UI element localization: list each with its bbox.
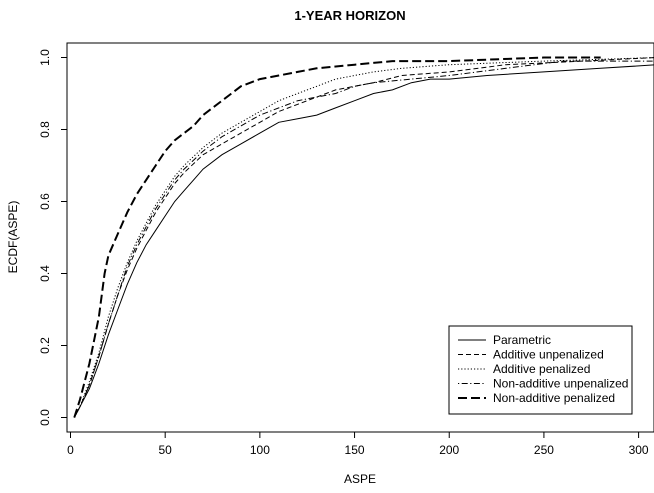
x-tick-label: 100 xyxy=(250,443,270,457)
legend-label: Non-additive penalized xyxy=(493,391,615,405)
x-tick-label: 300 xyxy=(629,443,649,457)
legend-label: Additive penalized xyxy=(493,362,590,376)
series-line-non-additive-penalized xyxy=(73,56,601,418)
legend-label: Parametric xyxy=(493,333,551,347)
x-tick-label: 250 xyxy=(534,443,554,457)
chart-title: 1-YEAR HORIZON xyxy=(294,8,405,23)
legend-label: Additive unpenalized xyxy=(493,348,604,362)
y-tick-label: 1.0 xyxy=(38,49,52,66)
y-tick-label: 0.6 xyxy=(38,193,52,210)
legend-box xyxy=(448,325,633,415)
y-axis: 0.0 0.2 0.4 0.6 0.8 1.0 xyxy=(38,49,68,426)
legend-label: Non-additive unpenalized xyxy=(493,377,628,391)
x-axis: 0 50 100 150 200 250 300 xyxy=(67,431,649,457)
x-tick-label: 50 xyxy=(159,443,173,457)
y-tick-label: 0.2 xyxy=(38,337,52,354)
y-tick-label: 0.0 xyxy=(38,409,52,426)
x-tick-label: 200 xyxy=(439,443,459,457)
x-tick-label: 150 xyxy=(345,443,365,457)
y-axis-label: ECDF(ASPE) xyxy=(6,201,20,274)
x-tick-label: 0 xyxy=(67,443,74,457)
series-layer xyxy=(73,56,654,418)
x-axis-label: ASPE xyxy=(344,472,376,486)
series-line-non-additive-unpenalized xyxy=(73,60,654,418)
y-tick-label: 0.8 xyxy=(38,121,52,138)
y-tick-label: 0.4 xyxy=(38,265,52,282)
series-line-parametric xyxy=(73,64,654,418)
